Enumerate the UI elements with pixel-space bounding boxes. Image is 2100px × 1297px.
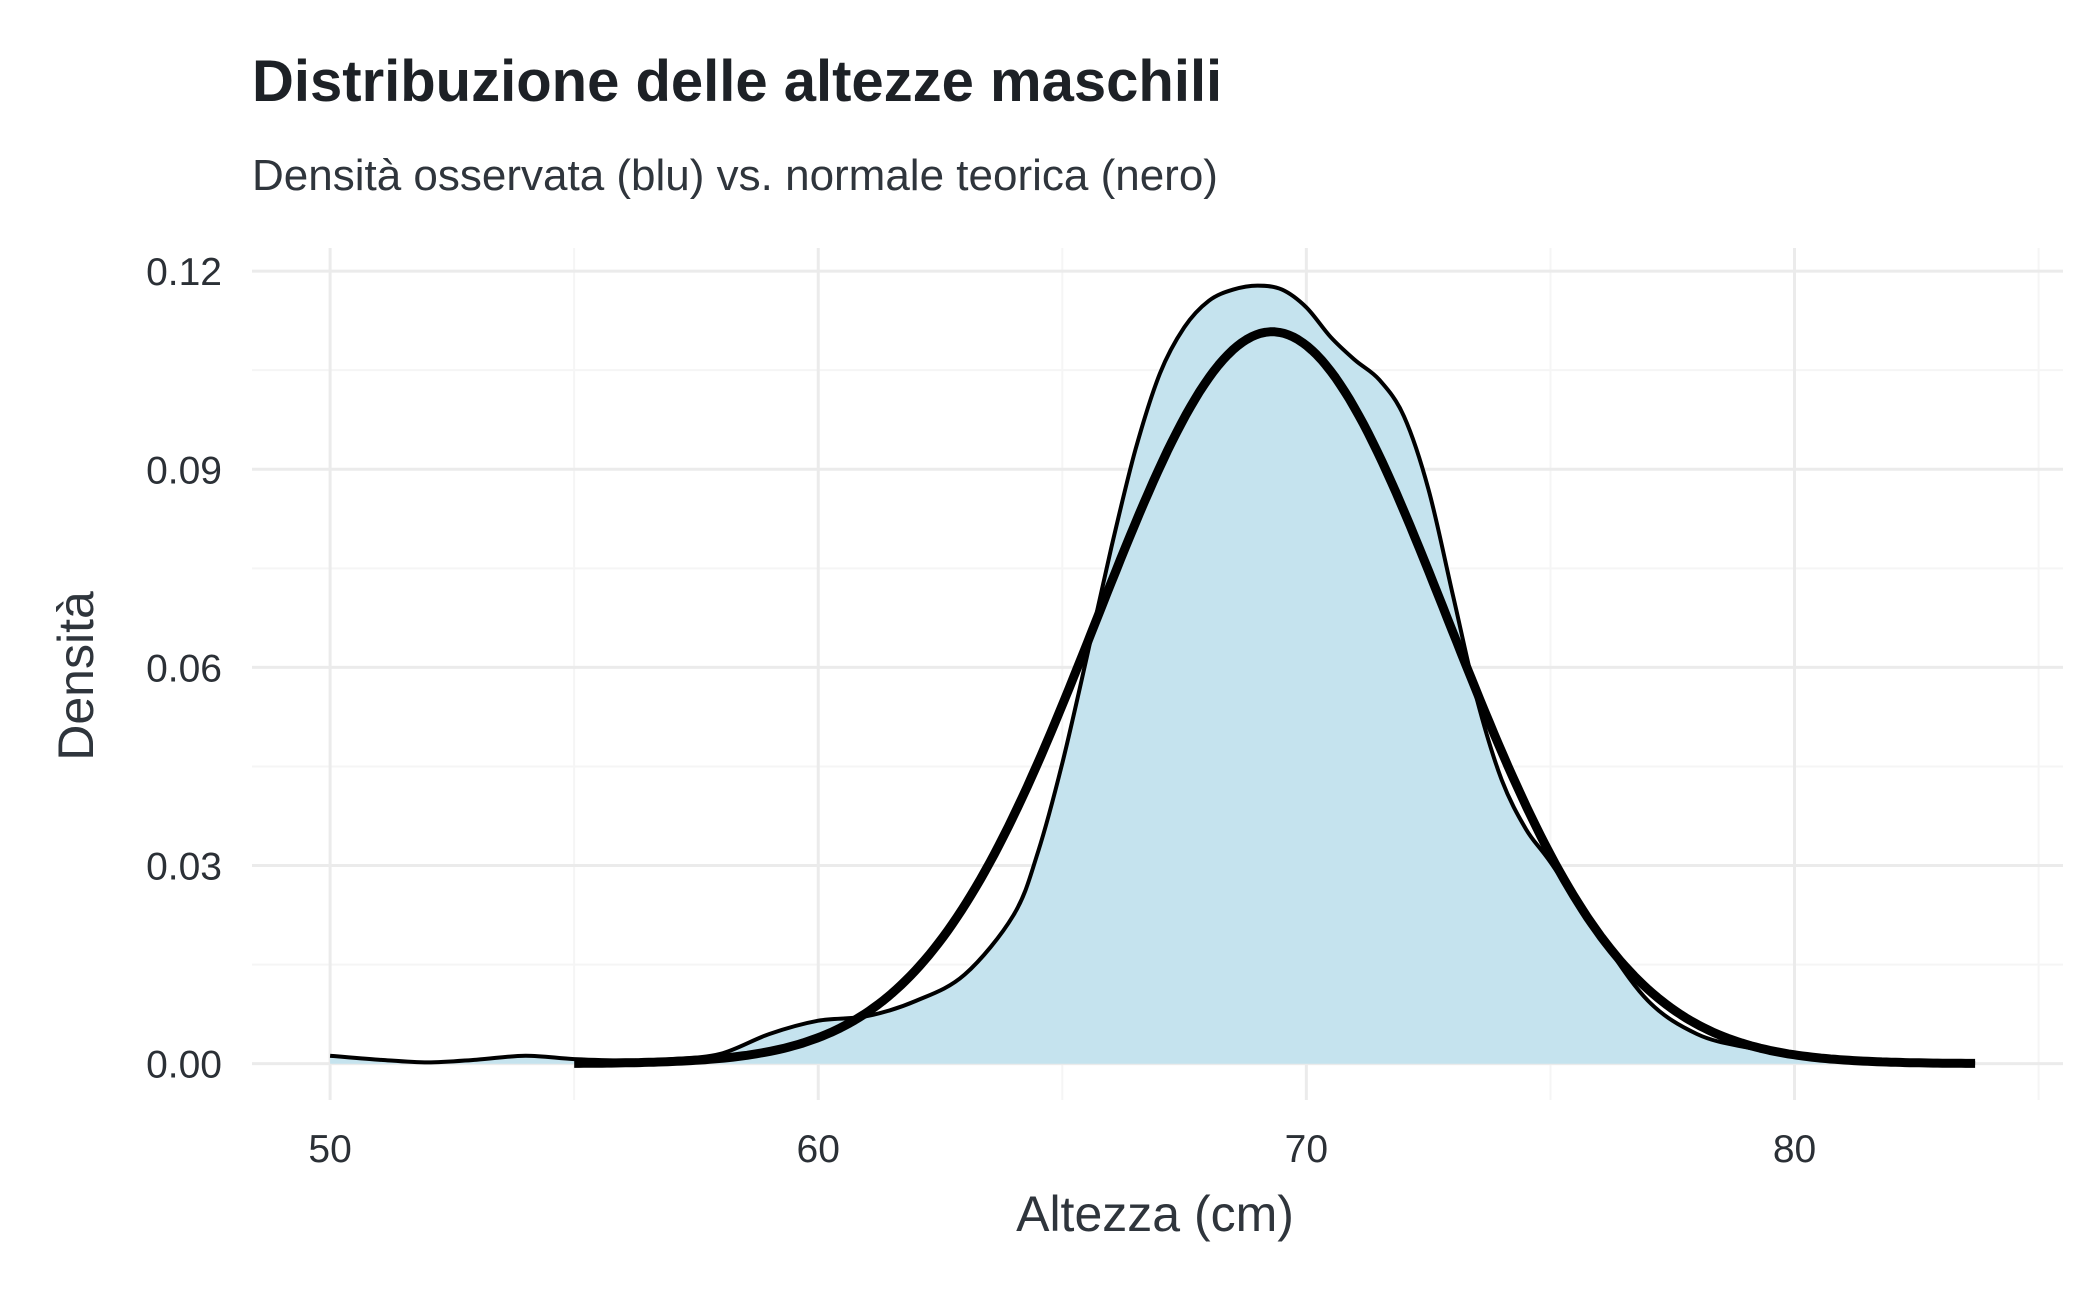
y-axis-title: Densità (48, 591, 104, 761)
x-axis-ticks: 50 60 70 80 (308, 1128, 1816, 1171)
y-tick-label: 0.06 (146, 647, 222, 690)
x-tick-label: 60 (797, 1128, 840, 1171)
x-tick-label: 50 (308, 1128, 351, 1171)
chart-title: Distribuzione delle altezze maschili (252, 49, 1222, 114)
chart-subtitle: Densità osservata (blu) vs. normale teor… (252, 151, 1218, 200)
observed-density-area (330, 285, 1976, 1064)
plot-series (329, 283, 1976, 1068)
y-tick-label: 0.09 (146, 449, 222, 492)
normal-curve-line (574, 327, 1976, 1068)
x-tick-label: 80 (1773, 1128, 1816, 1171)
x-tick-label: 70 (1285, 1128, 1328, 1171)
y-tick-label: 0.00 (146, 1044, 222, 1087)
y-tick-label: 0.12 (146, 251, 222, 294)
x-axis-title: Altezza (cm) (1016, 1186, 1294, 1242)
y-axis-ticks: 0.00 0.03 0.06 0.09 0.12 (146, 251, 222, 1087)
y-tick-label: 0.03 (146, 846, 222, 889)
